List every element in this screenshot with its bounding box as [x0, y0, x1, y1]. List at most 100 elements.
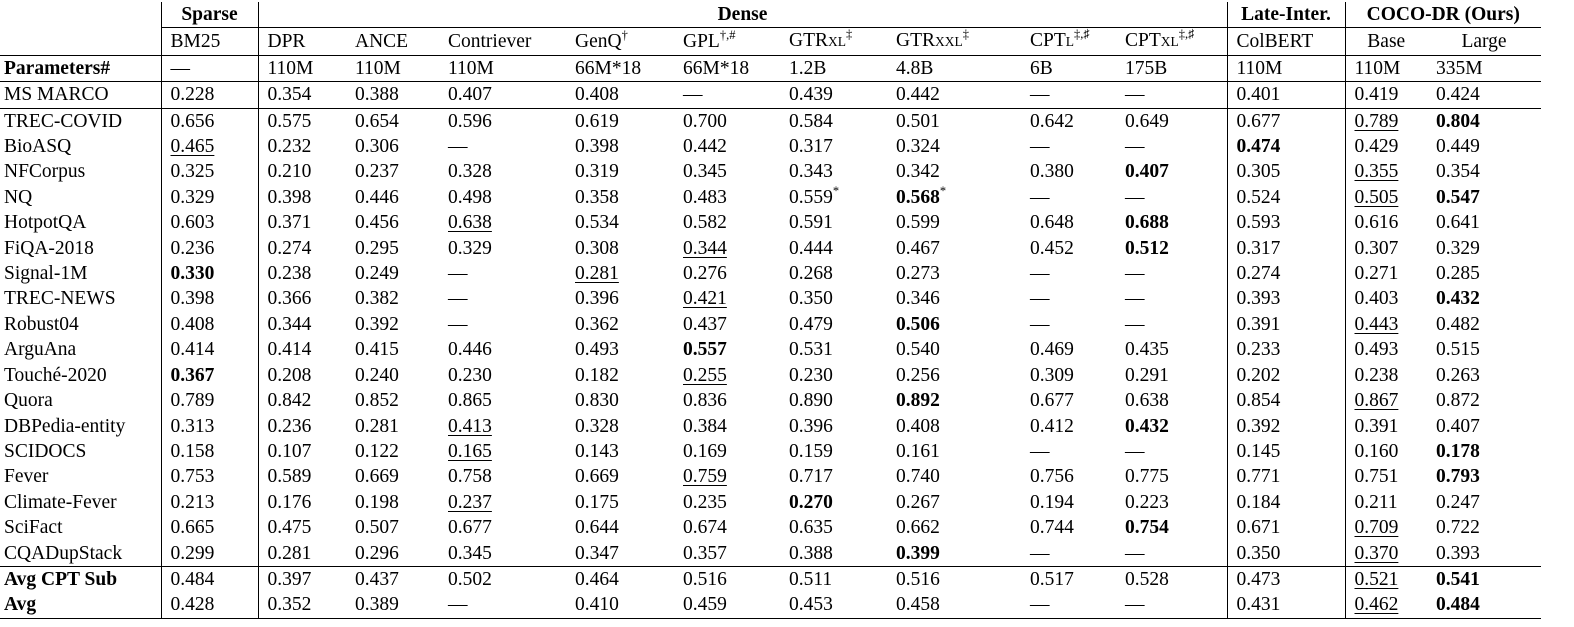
row-label: NFCorpus [4, 161, 86, 183]
score-value: 0.273 [896, 263, 940, 285]
score-value: 0.759 [683, 466, 727, 488]
score-cell: 0.329 [1427, 236, 1541, 261]
score-cell: 110M [439, 54, 566, 82]
score-value: — [1030, 594, 1050, 616]
score-cell: 0.412 [1021, 414, 1116, 439]
score-cell: 0.516 [674, 565, 780, 593]
score-cell: 0.642 [1021, 107, 1116, 135]
score-cell: 0.281 [566, 261, 674, 286]
score-value: — [448, 594, 468, 616]
score-cell: 0.309 [1021, 363, 1116, 388]
score-value: 0.238 [1354, 364, 1399, 386]
results-table: Sparse Dense Late-Inter. COCO-DR (Ours) BM2… [0, 2, 1541, 619]
dataset-row-trec-news: TREC-NEWS 0.398 0.366 0.382 — 0.396 0.421 0.350… [0, 286, 1541, 312]
score-cell: 0.210 [257, 159, 346, 185]
model-footnote-marker: ‡,♯ [1178, 27, 1195, 42]
score-cell: 0.268 [780, 261, 887, 286]
score-cell: 0.295 [346, 236, 439, 261]
score-value: 0.396 [575, 288, 619, 310]
score-cell: 0.367 [160, 362, 258, 389]
score-value: — [683, 84, 703, 106]
dataset-row-arguana: ArguAna 0.414 0.414 0.415 0.446 0.493 0.557 0.5… [0, 337, 1541, 363]
score-cell: 0.852 [346, 388, 439, 413]
score-value: 0.313 [170, 415, 215, 437]
model-name: GenQ [575, 30, 622, 52]
model-name: Base [1367, 30, 1406, 52]
score-value: 0.296 [355, 542, 399, 564]
score-value: — [1030, 136, 1050, 158]
score-cell: 0.319 [566, 159, 674, 184]
score-value: 0.213 [170, 491, 215, 513]
score-cell: 0.350 [780, 286, 887, 311]
score-cell: 0.754 [1116, 515, 1227, 540]
score-value: 0.232 [267, 136, 312, 158]
row-label: SciFact [4, 517, 63, 539]
score-value: 6B [1030, 57, 1053, 79]
score-value: 0.498 [448, 186, 492, 208]
score-cell: 0.756 [1021, 464, 1116, 489]
score-value: 0.452 [1030, 237, 1074, 259]
score-value: 0.249 [355, 263, 399, 285]
score-value: 0.505 [1354, 186, 1399, 208]
score-cell: 0.674 [674, 515, 780, 540]
score-cell: 0.230 [439, 363, 566, 388]
score-cell: 0.775 [1116, 464, 1227, 489]
score-value: 0.591 [789, 212, 833, 234]
score-cell: 0.371 [257, 210, 346, 236]
score-value: 0.502 [448, 568, 492, 590]
score-value: 0.401 [1236, 84, 1281, 106]
score-cell: 0.362 [566, 312, 674, 337]
score-cell: 0.398 [160, 286, 258, 312]
score-cell: 0.273 [887, 261, 1021, 286]
score-value: 0.165 [448, 440, 492, 462]
group-header-sparse: Sparse [160, 2, 258, 29]
score-cell: 0.442 [674, 134, 780, 159]
score-cell: 0.501 [887, 107, 1021, 135]
score-value: 0.717 [789, 466, 833, 488]
score-cell: 0.528 [1116, 565, 1227, 593]
score-value: 0.444 [789, 237, 833, 259]
score-cell: 0.428 [160, 592, 258, 619]
score-value: 0.439 [789, 84, 833, 106]
score-value: 0.408 [896, 415, 940, 437]
score-cell: 0.638 [1116, 388, 1227, 413]
score-value: 0.669 [355, 466, 399, 488]
score-cell: 0.431 [1226, 592, 1345, 619]
score-cell: 0.276 [674, 261, 780, 286]
row-label: Avg [0, 592, 161, 619]
score-cell: 0.271 [1344, 261, 1427, 287]
score-value: — [1030, 542, 1050, 564]
model-name: GPL [683, 30, 720, 52]
model-name: BM25 [170, 30, 221, 52]
score-value: 0.852 [355, 390, 399, 412]
score-value: 0.122 [355, 440, 399, 462]
score-cell: 0.709 [1344, 515, 1427, 541]
score-cell: 0.437 [674, 312, 780, 337]
score-value: 0.892 [896, 390, 940, 412]
score-cell: — [1116, 541, 1227, 567]
score-cell: 0.717 [780, 464, 887, 489]
row-label: MS MARCO [0, 81, 161, 109]
score-cell: 0.382 [346, 286, 439, 311]
score-value: 0.830 [575, 390, 619, 412]
score-cell: 0.345 [439, 541, 566, 567]
score-value: — [1030, 186, 1050, 208]
score-cell: 0.744 [1021, 515, 1116, 540]
score-cell: 0.366 [257, 286, 346, 312]
score-cell: 0.540 [887, 337, 1021, 362]
score-cell: 0.758 [439, 464, 566, 489]
score-cell: 0.442 [887, 81, 1021, 109]
score-value: 0.194 [1030, 491, 1074, 513]
score-cell: 0.161 [887, 439, 1021, 464]
score-cell: 0.169 [674, 439, 780, 464]
score-value: 0.345 [683, 161, 727, 183]
score-value: 0.396 [789, 415, 833, 437]
score-cell: — [1116, 286, 1227, 311]
score-cell: — [1116, 312, 1227, 337]
score-cell: 0.435 [1116, 337, 1227, 362]
score-cell: 0.122 [346, 439, 439, 464]
score-cell: 0.482 [1427, 312, 1541, 337]
score-value: 0.255 [683, 364, 727, 386]
score-cell: 0.456 [346, 210, 439, 235]
score-value: 0.429 [1354, 136, 1399, 158]
